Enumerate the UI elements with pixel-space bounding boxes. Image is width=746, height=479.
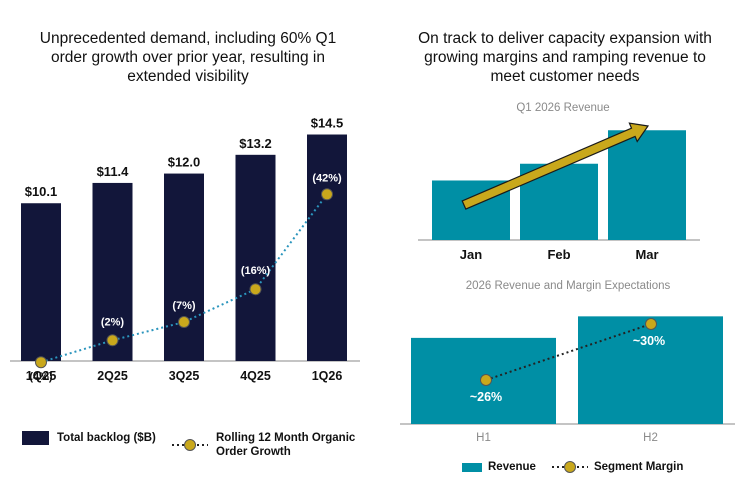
quarter-tick-label: 4Q25 (240, 369, 271, 383)
legend-bar-swatch (22, 431, 49, 445)
monthly-revenue-bar (608, 130, 686, 240)
growth-value-label: (42%) (312, 172, 342, 184)
quarter-tick-label: 2Q25 (97, 369, 128, 383)
backlog-value-label: $14.5 (311, 116, 344, 131)
half-year-tick-label: H1 (476, 432, 491, 444)
backlog-value-label: $12.0 (168, 155, 201, 170)
left-legend: Total backlog ($B) (22, 431, 156, 445)
backlog-value-label: $11.4 (97, 164, 130, 179)
growth-line (40, 193, 328, 364)
growth-value-label: (4%) (29, 371, 53, 383)
backlog-bar (235, 154, 276, 361)
legend-bar-label: Total backlog ($B) (57, 432, 156, 444)
left-panel-title: Unprecedented demand, including 60% Q1 o… (39, 30, 337, 85)
month-tick-label: Mar (635, 247, 658, 262)
half-year-revenue-bar (578, 316, 723, 424)
margin-value-label: ~30% (633, 334, 665, 348)
right-panel-title: On track to deliver capacity expansion w… (418, 30, 712, 85)
growth-arrow-icon (461, 122, 650, 210)
growth-point (178, 316, 190, 329)
left-legend-line: Rolling 12 Month Organic Order Growth (170, 431, 355, 459)
expectations-title: 2026 Revenue and Margin Expectations (466, 280, 671, 292)
margin-point (480, 374, 492, 386)
margin-line (485, 323, 652, 381)
growth-point (35, 356, 47, 369)
q1-revenue-title: Q1 2026 Revenue (516, 102, 609, 114)
month-tick-label: Jan (460, 247, 482, 262)
quarter-tick-label: 1Q25 (26, 369, 57, 383)
growth-point (249, 283, 262, 296)
backlog-bar (164, 173, 204, 361)
backlog-value-label: $13.2 (239, 136, 272, 151)
backlog-bar (307, 134, 347, 361)
growth-value-label: (16%) (241, 265, 271, 277)
margin-value-label: ~26% (470, 390, 502, 404)
month-tick-label: Feb (547, 247, 570, 262)
backlog-bar (21, 203, 61, 361)
growth-value-label: (2%) (101, 316, 125, 328)
legend-margin-label: Segment Margin (593, 461, 684, 473)
legend-revenue-swatch (462, 462, 482, 472)
backlog-value-label: $10.1 (25, 184, 58, 199)
growth-point (321, 188, 333, 201)
legend-line-label: Rolling 12 Month Organic Order Growth (216, 432, 356, 458)
quarter-tick-label: 1Q26 (312, 369, 343, 383)
backlog-bar (92, 182, 133, 361)
quarter-tick-label: 3Q25 (169, 369, 200, 383)
margin-point (645, 318, 657, 330)
half-year-tick-label: H2 (643, 432, 658, 444)
legend-line-swatch (172, 439, 208, 451)
growth-point (106, 334, 119, 347)
right-legend: Revenue Segment Margin (462, 459, 683, 475)
legend-revenue-label: Revenue (488, 461, 536, 473)
legend-margin-swatch (551, 461, 588, 473)
growth-value-label: (7%) (172, 300, 196, 312)
